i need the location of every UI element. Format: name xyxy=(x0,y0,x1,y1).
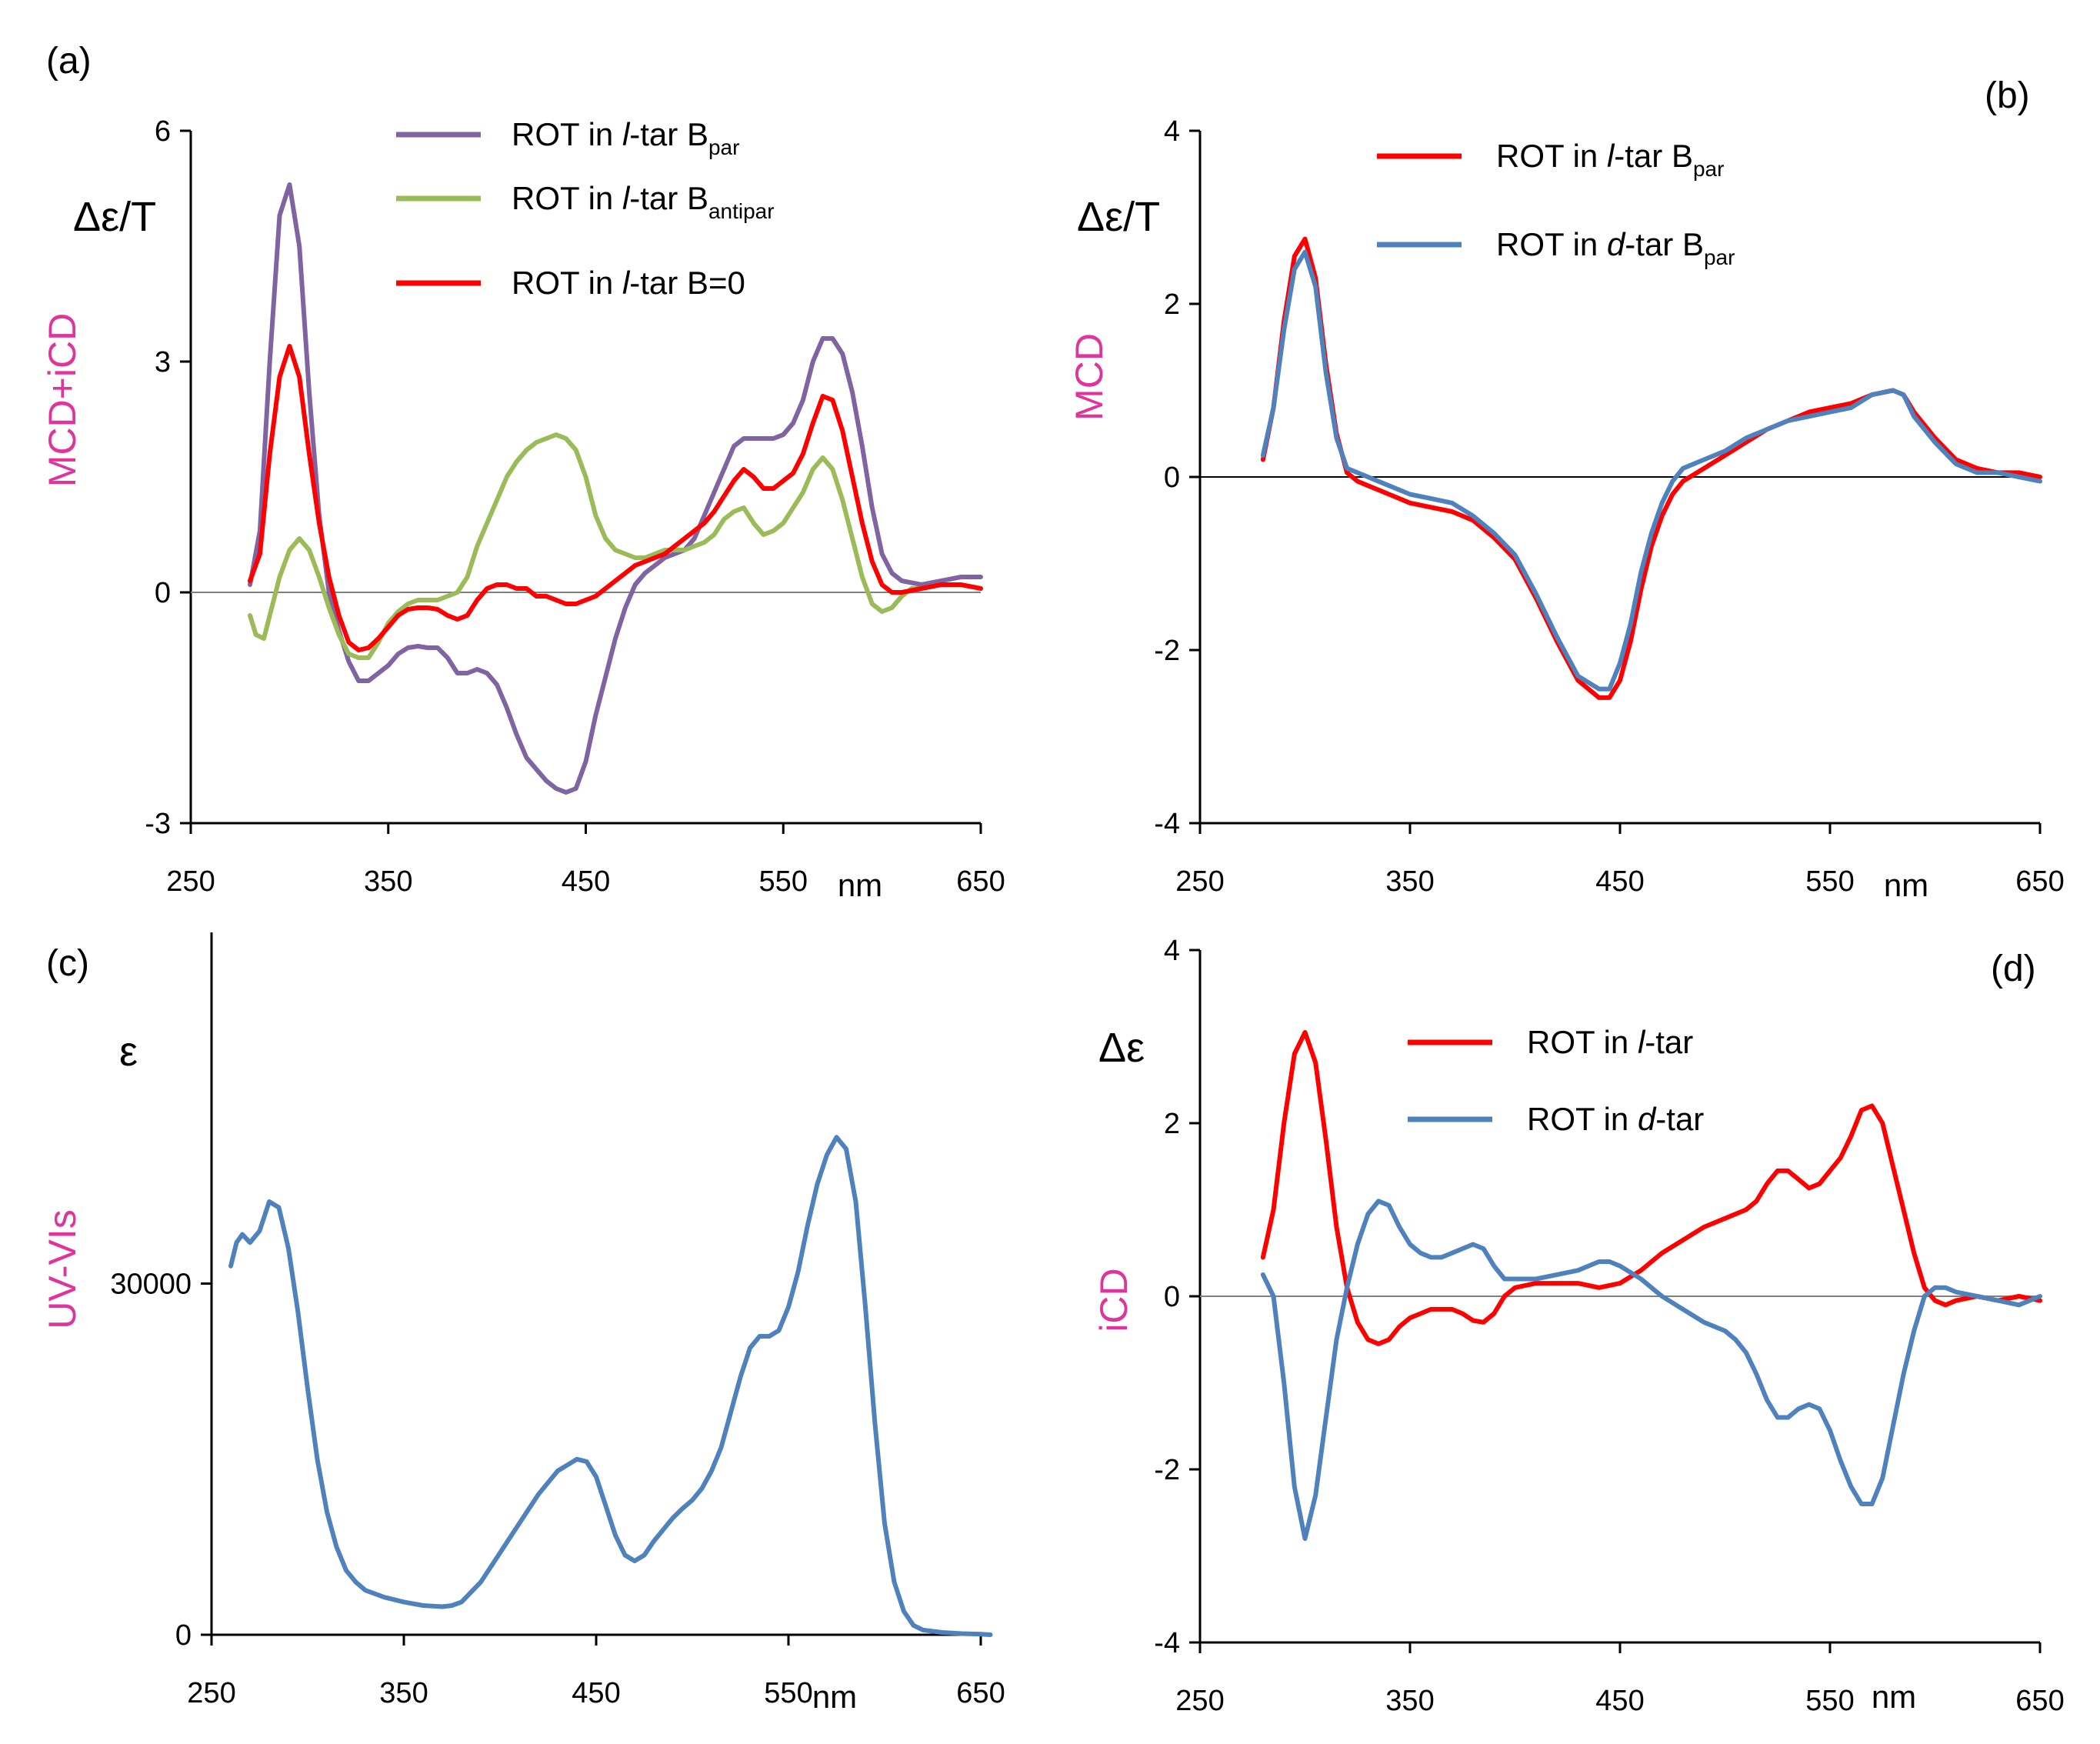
x-tick-label: 250 xyxy=(166,865,215,898)
legend-entry: ROT in l-tar Bantipar xyxy=(512,180,775,223)
technique-label: iCD xyxy=(1092,1268,1135,1332)
chart-panel-c: 0 30000 250 350 450 550 650 nm (c) ε UV-VIs xyxy=(41,932,1005,1715)
x-unit-label: nm xyxy=(1872,1679,1916,1715)
quantity-label: Δε xyxy=(1098,1025,1145,1071)
x-tick-label: 650 xyxy=(2015,1685,2064,1717)
legend-entry: ROT in d-tar xyxy=(1527,1101,1704,1137)
series-line-1 xyxy=(248,182,983,795)
x-tick-label: 550 xyxy=(764,1677,812,1709)
legend-entry: ROT in l-tar Bpar xyxy=(1496,138,1724,181)
x-tick-label: 350 xyxy=(1385,1685,1434,1717)
legend-entry: ROT in l-tar xyxy=(1527,1024,1693,1060)
x-tick-label: 650 xyxy=(956,865,1005,898)
y-tick-label: 0 xyxy=(175,1619,192,1652)
series-line-1 xyxy=(1260,236,2042,700)
y-tick-label: 0 xyxy=(1164,462,1180,494)
quantity-label: Δε/T xyxy=(73,194,156,240)
panel-label: (d) xyxy=(1991,949,2036,989)
legend-entry: ROT in l-tar B=0 xyxy=(512,265,745,301)
y-tick-label: -3 xyxy=(145,808,171,840)
y-tick-label: 30000 xyxy=(110,1269,192,1301)
y-tick-label: 2 xyxy=(1164,288,1180,321)
panel-label: (c) xyxy=(46,943,89,984)
x-tick-label: 350 xyxy=(379,1677,428,1709)
series-line-1 xyxy=(1260,1029,2042,1346)
y-tick-label: 4 xyxy=(1164,935,1180,967)
y-tick-label: 4 xyxy=(1164,115,1180,148)
quantity-label: Δε/T xyxy=(1077,194,1160,240)
technique-label: MCD+iCD xyxy=(41,313,84,487)
y-tick-label: -4 xyxy=(1154,808,1180,840)
chart-panel-b: -4 -2 0 2 4 250 350 450 550 650 nm (b) Δε/T MCD ROT in… xyxy=(1068,75,2065,903)
technique-label: MCD xyxy=(1068,333,1111,421)
quantity-label: ε xyxy=(119,1029,138,1075)
x-tick-label: 550 xyxy=(1805,1685,1854,1717)
x-tick-label: 450 xyxy=(562,865,610,898)
chart-panel-a: -3 0 3 6 250 350 450 550 650 nm (a) Δε/T MCD+iCD ROT … xyxy=(41,41,1005,903)
y-tick-label: 6 xyxy=(155,115,171,148)
x-tick-label: 250 xyxy=(1175,865,1224,898)
y-tick-label: -2 xyxy=(1154,1454,1180,1486)
y-tick-label: 3 xyxy=(155,346,171,378)
y-tick-label: 2 xyxy=(1164,1108,1180,1140)
panel-label: (b) xyxy=(1985,75,2030,116)
legend-entry: ROT in d-tar Bpar xyxy=(1496,226,1735,269)
y-tick-label: 0 xyxy=(155,577,171,609)
x-tick-label: 350 xyxy=(1385,865,1434,898)
x-tick-label: 250 xyxy=(187,1677,235,1709)
series-line-1 xyxy=(228,1135,993,1637)
x-tick-label: 250 xyxy=(1175,1685,1224,1717)
legend-entry: ROT in l-tar Bpar xyxy=(512,116,739,159)
x-unit-label: nm xyxy=(812,1679,857,1715)
series-line-2 xyxy=(1260,249,2042,692)
x-unit-label: nm xyxy=(838,867,882,903)
chart-panel-d: -4 -2 0 2 4 250 350 450 550 650 nm (d) Δε iCD ROT in l… xyxy=(1092,935,2065,1717)
x-tick-label: 550 xyxy=(1805,865,1854,898)
series-line-2 xyxy=(1260,1199,2042,1541)
x-tick-label: 650 xyxy=(956,1677,1005,1709)
x-unit-label: nm xyxy=(1884,867,1928,903)
x-tick-label: 450 xyxy=(1595,1685,1644,1717)
x-tick-label: 450 xyxy=(1595,865,1644,898)
series-line-2 xyxy=(248,432,924,660)
y-tick-label: 0 xyxy=(1164,1281,1180,1313)
y-tick-label: -2 xyxy=(1154,635,1180,667)
x-tick-label: 350 xyxy=(364,865,412,898)
x-tick-label: 550 xyxy=(759,865,808,898)
technique-label: UV-VIs xyxy=(41,1209,84,1329)
series-line-3 xyxy=(248,344,983,652)
x-tick-label: 450 xyxy=(572,1677,620,1709)
y-tick-label: -4 xyxy=(1154,1627,1180,1659)
x-tick-label: 650 xyxy=(2015,865,2064,898)
panel-label: (a) xyxy=(46,41,92,82)
